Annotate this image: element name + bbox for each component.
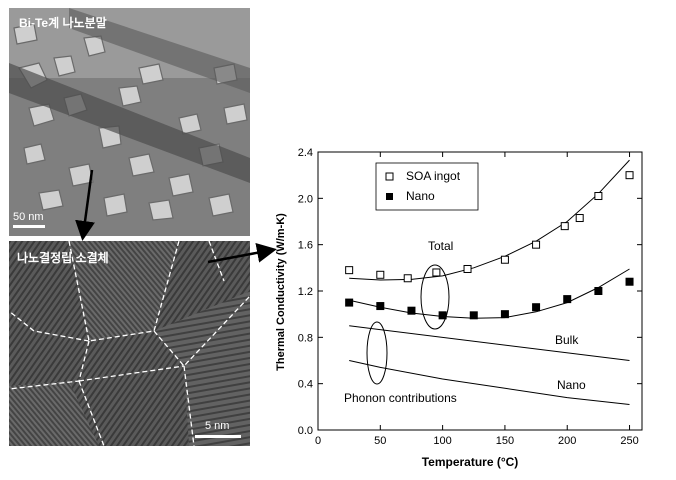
x-tick-label: 200 bbox=[558, 435, 576, 447]
soa-ingot-point bbox=[345, 266, 354, 275]
fit-curve-1 bbox=[349, 268, 630, 319]
annotation-phonon: Phonon contributions bbox=[344, 391, 457, 405]
y-tick-label: 1.2 bbox=[298, 286, 313, 298]
y-tick-label: 0.4 bbox=[298, 379, 313, 391]
fit-curve-2 bbox=[349, 325, 630, 361]
data-points bbox=[345, 171, 634, 320]
nano-point bbox=[407, 306, 416, 315]
nano-point bbox=[345, 298, 354, 307]
nanopowder-label: Bi-Te계 나노분말 bbox=[19, 16, 107, 30]
arrow-down bbox=[75, 169, 95, 241]
soa-ingot-point bbox=[625, 171, 634, 180]
annotation-bulk: Bulk bbox=[555, 333, 579, 347]
annotation-nano: Nano bbox=[557, 378, 586, 392]
x-tick-label: 0 bbox=[315, 435, 321, 447]
fit-curve-3 bbox=[349, 360, 630, 405]
plot-frame bbox=[317, 151, 643, 431]
y-axis-title: Thermal Conductivity (W/m-K) bbox=[275, 213, 287, 371]
legend-box bbox=[375, 162, 479, 211]
chart-axes: 0 50 100 150 200 250 0.0 0.4 0.8 1.2 1.6 2.0 2.4 bbox=[298, 147, 643, 447]
legend-marker-soa bbox=[385, 172, 394, 181]
nano-point bbox=[469, 311, 478, 320]
nanopowder-texture bbox=[9, 8, 250, 236]
annotation-ellipses bbox=[366, 264, 450, 385]
nano-point bbox=[438, 311, 447, 320]
y-tick-label: 0.0 bbox=[298, 425, 313, 437]
soa-ingot-point bbox=[575, 214, 584, 223]
x-axis-title: Temperature (°C) bbox=[422, 455, 519, 469]
scale-bar-top bbox=[13, 225, 45, 228]
soa-ingot-point bbox=[500, 255, 509, 264]
soa-ingot-point bbox=[376, 270, 385, 279]
soa-ingot-point bbox=[532, 240, 541, 249]
arrow-right bbox=[207, 242, 277, 264]
x-tick-label: 150 bbox=[496, 435, 514, 447]
nano-point bbox=[594, 287, 603, 295]
fit-curves bbox=[349, 159, 630, 405]
chart-annotations: Total Bulk Nano Phonon contributions bbox=[344, 239, 586, 405]
sintered-label: 나노결정립 소결체 bbox=[17, 251, 109, 265]
legend-marker-nano bbox=[386, 193, 393, 200]
nano-point bbox=[563, 295, 572, 304]
x-tick-label: 100 bbox=[433, 435, 451, 447]
y-tick-label: 2.4 bbox=[298, 147, 313, 159]
x-tick-label: 250 bbox=[620, 435, 638, 447]
soa-ingot-point bbox=[403, 274, 412, 283]
y-tick-label: 0.8 bbox=[298, 332, 313, 344]
soa-ingot-point bbox=[594, 192, 603, 201]
legend-label-soa: SOA ingot bbox=[406, 169, 461, 183]
chart-legend: SOA ingot Nano bbox=[375, 162, 479, 211]
nano-point bbox=[625, 277, 634, 286]
nano-point bbox=[532, 303, 541, 312]
nano-point bbox=[376, 302, 385, 311]
thermal-conductivity-chart: 0 50 100 150 200 250 0.0 0.4 0.8 1.2 1.6 2.0 2.4 SOA… bbox=[275, 147, 643, 469]
y-tick-label: 1.6 bbox=[298, 240, 313, 252]
soa-ingot-point bbox=[560, 222, 569, 231]
x-tick-label: 50 bbox=[374, 435, 386, 447]
fit-curve-0 bbox=[349, 159, 630, 281]
total-ellipse bbox=[420, 264, 450, 330]
soa-ingot-point bbox=[432, 268, 441, 277]
legend-label-nano: Nano bbox=[406, 189, 435, 203]
tem-image-sintered: 나노결정립 소결체 5 nm bbox=[9, 241, 250, 446]
scale-bar-bottom bbox=[195, 435, 241, 438]
soa-ingot-point bbox=[463, 264, 472, 273]
nano-point bbox=[500, 310, 509, 319]
annotation-total: Total bbox=[428, 239, 453, 253]
phonon-ellipse bbox=[366, 321, 388, 385]
scale-label-top: 50 nm bbox=[13, 211, 44, 223]
y-tick-label: 2.0 bbox=[298, 193, 313, 205]
tem-image-nanopowder: Bi-Te계 나노분말 50 nm bbox=[9, 8, 250, 236]
scale-label-bottom: 5 nm bbox=[205, 420, 230, 432]
sintered-texture bbox=[9, 241, 250, 446]
